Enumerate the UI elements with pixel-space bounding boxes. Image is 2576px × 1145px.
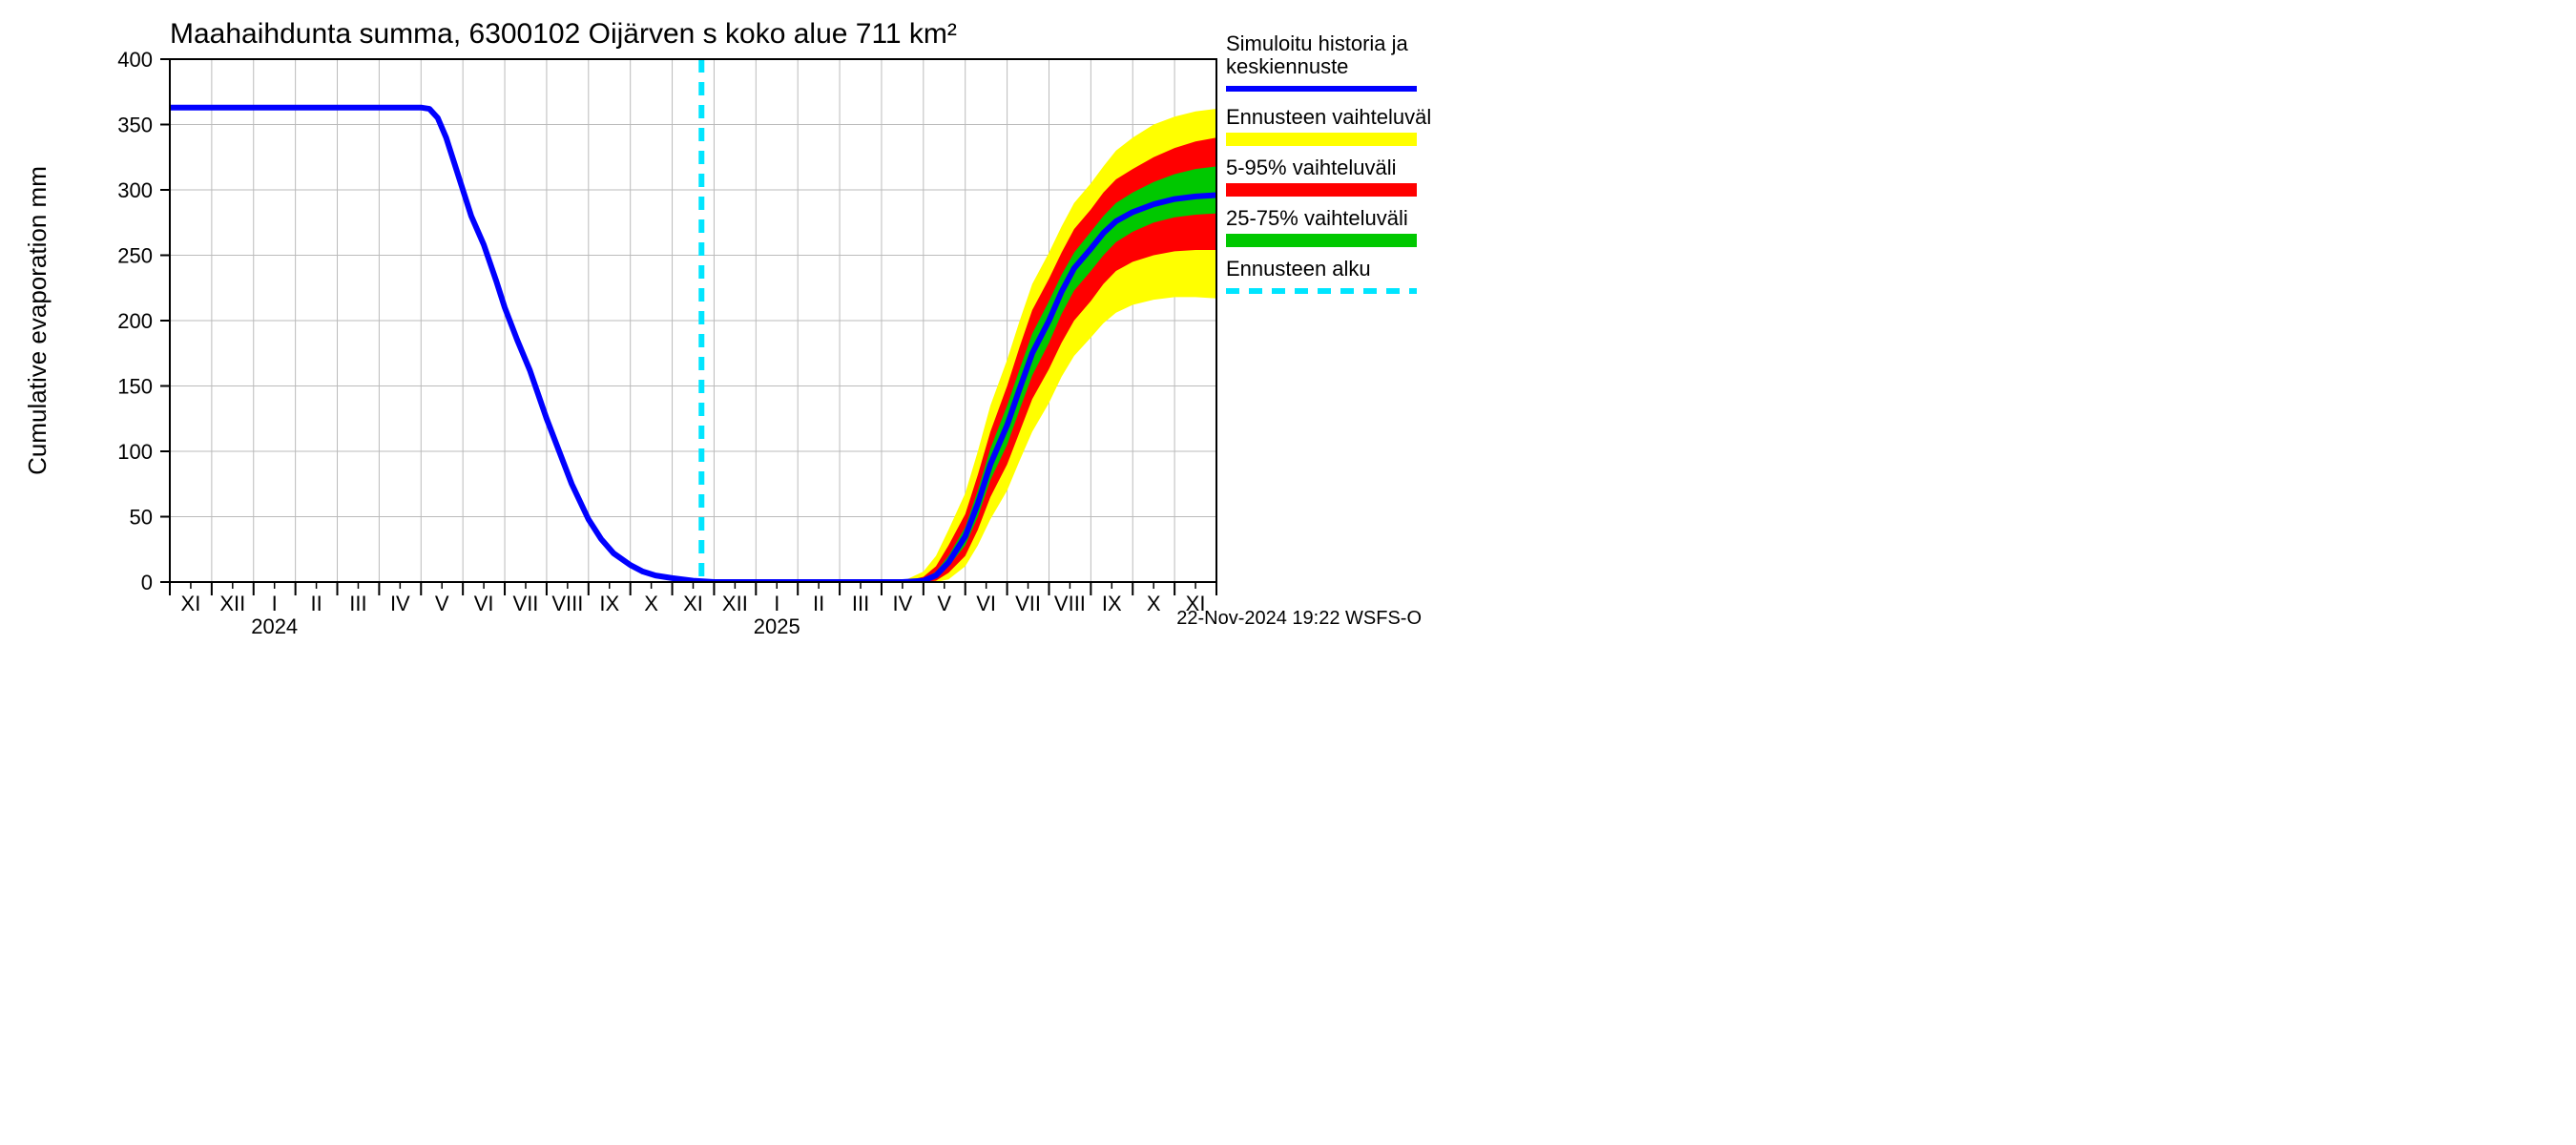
x-month-label: X bbox=[644, 592, 658, 615]
x-month-label: VIII bbox=[1054, 592, 1086, 615]
y-tick-label: 250 bbox=[117, 244, 153, 268]
x-month-label: II bbox=[813, 592, 824, 615]
legend-label: 5-95% vaihteluväli bbox=[1226, 156, 1397, 179]
x-month-label: XI bbox=[683, 592, 703, 615]
x-month-label: XII bbox=[722, 592, 748, 615]
x-year-label: 2025 bbox=[754, 614, 800, 635]
y-tick-label: 350 bbox=[117, 114, 153, 137]
y-axis-label: Cumulative evaporation mm bbox=[23, 166, 52, 475]
legend-label: Simuloitu historia ja bbox=[1226, 31, 1409, 55]
x-month-label: X bbox=[1147, 592, 1161, 615]
legend-label: keskiennuste bbox=[1226, 54, 1348, 78]
x-month-label: VI bbox=[976, 592, 996, 615]
x-month-label: V bbox=[435, 592, 449, 615]
x-month-label: V bbox=[937, 592, 951, 615]
y-tick-label: 0 bbox=[141, 571, 153, 594]
x-month-label: IV bbox=[893, 592, 913, 615]
x-month-label: IX bbox=[599, 592, 619, 615]
x-month-label: I bbox=[272, 592, 278, 615]
x-month-label: II bbox=[310, 592, 322, 615]
x-month-label: IV bbox=[390, 592, 410, 615]
x-month-label: III bbox=[852, 592, 869, 615]
y-tick-label: 100 bbox=[117, 440, 153, 464]
x-month-label: VIII bbox=[551, 592, 583, 615]
x-month-label: XI bbox=[181, 592, 201, 615]
x-month-label: III bbox=[349, 592, 366, 615]
x-month-label: XII bbox=[219, 592, 245, 615]
x-year-label: 2024 bbox=[251, 614, 298, 635]
x-month-label: VII bbox=[513, 592, 539, 615]
legend-swatch bbox=[1226, 133, 1417, 146]
legend-label: Ennusteen vaihteluväli bbox=[1226, 105, 1431, 129]
x-month-label: VII bbox=[1015, 592, 1041, 615]
x-month-label: VI bbox=[474, 592, 494, 615]
legend-label: Ennusteen alku bbox=[1226, 257, 1371, 281]
y-tick-label: 150 bbox=[117, 375, 153, 399]
y-tick-label: 300 bbox=[117, 178, 153, 202]
chart-title: Maahaihdunta summa, 6300102 Oijärven s k… bbox=[170, 18, 957, 50]
x-month-label: I bbox=[774, 592, 779, 615]
y-tick-label: 50 bbox=[130, 506, 153, 530]
y-tick-label: 200 bbox=[117, 309, 153, 333]
chart-container: 050100150200250300350400XIXIIIIIIIIIVVVI… bbox=[0, 0, 1431, 635]
legend-swatch bbox=[1226, 234, 1417, 247]
chart-svg: 050100150200250300350400XIXIIIIIIIIIVVVI… bbox=[0, 0, 1431, 635]
y-tick-label: 400 bbox=[117, 48, 153, 72]
legend-label: 25-75% vaihteluväli bbox=[1226, 206, 1408, 230]
timestamp: 22-Nov-2024 19:22 WSFS-O bbox=[1176, 608, 1422, 629]
x-month-label: IX bbox=[1102, 592, 1122, 615]
legend-swatch bbox=[1226, 183, 1417, 197]
